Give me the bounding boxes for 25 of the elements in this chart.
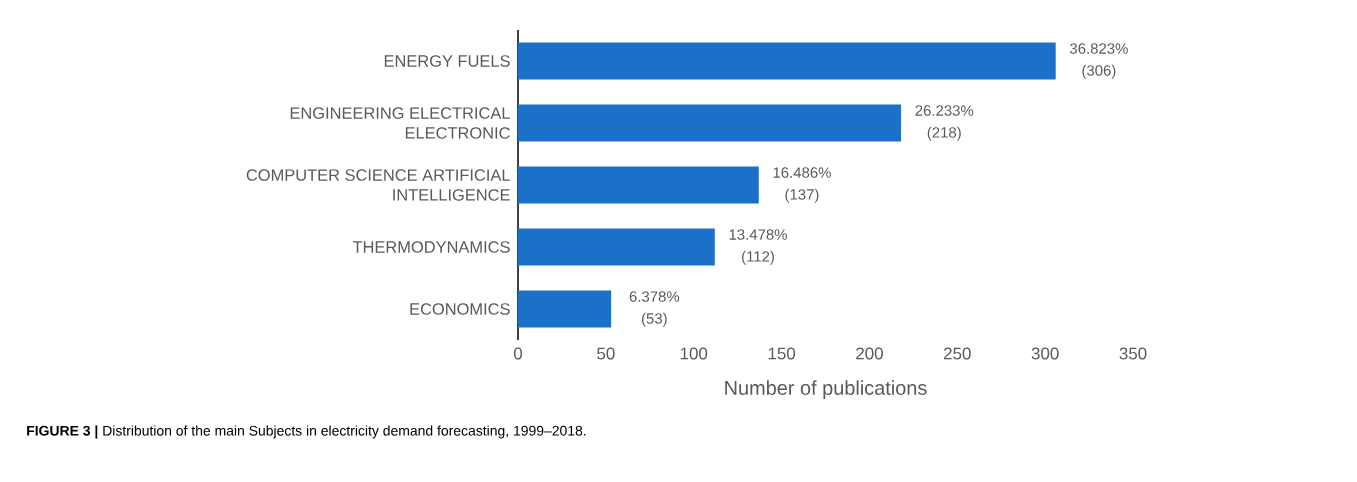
x-tick-label: 100 [680,347,708,360]
x-tick-label: 50 [597,347,615,360]
y-tick-label: ENGINEERING ELECTRICAL ELECTRONIC [290,107,510,139]
y-tick-label: ENERGY FUELS [384,55,510,67]
x-tick-label: 150 [768,347,796,360]
x-tick-label: 300 [1031,347,1059,360]
data-label: 16.486% (137) [773,167,831,203]
data-label: 13.478% (112) [729,229,787,265]
data-label: 26.233% (218) [915,105,974,141]
y-tick-label: ECONOMICS [410,303,510,315]
y-tick-label: THERMODYNAMICS [352,241,510,253]
data-label: 6.378% (53) [629,291,680,327]
text: FIGURE 3 | Distribution of the main Subjects in electricity demand forecasting, 1999–2018. [27,425,586,439]
x-tick-label: 200 [856,347,883,360]
bar [518,290,612,328]
bar [518,104,902,142]
y-tick-label: COMPUTER SCIENCE ARTIFICIAL INTELLIGENCE [246,169,510,201]
x-axis-title: Number of publications [725,380,927,399]
x-tick-label: 0 [513,347,523,360]
bar [518,228,715,266]
x-tick-label: 350 [1119,347,1147,360]
x-tick-label: 250 [944,347,971,360]
bar [518,42,1056,80]
data-label: 36.823% (306) [1069,43,1128,79]
bar [518,166,759,204]
